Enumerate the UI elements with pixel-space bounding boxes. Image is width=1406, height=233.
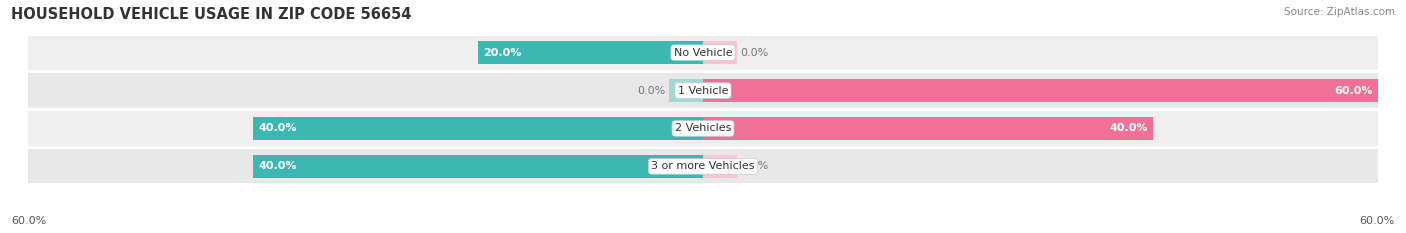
Bar — [253, 155, 703, 178]
Bar — [28, 149, 1378, 183]
Text: 0.0%: 0.0% — [637, 86, 666, 96]
Text: 0.0%: 0.0% — [740, 48, 769, 58]
Bar — [28, 73, 1378, 108]
Bar — [253, 117, 703, 140]
Bar — [28, 36, 1378, 70]
Text: 0.0%: 0.0% — [740, 161, 769, 171]
Text: 60.0%: 60.0% — [11, 216, 46, 226]
Bar — [669, 79, 703, 102]
Bar — [28, 111, 1378, 146]
Text: 60.0%: 60.0% — [1360, 216, 1395, 226]
Bar — [703, 79, 1378, 102]
Text: 40.0%: 40.0% — [259, 161, 297, 171]
Text: No Vehicle: No Vehicle — [673, 48, 733, 58]
Text: HOUSEHOLD VEHICLE USAGE IN ZIP CODE 56654: HOUSEHOLD VEHICLE USAGE IN ZIP CODE 5665… — [11, 7, 412, 22]
Text: 60.0%: 60.0% — [1334, 86, 1372, 96]
Bar — [703, 41, 737, 64]
Text: 2 Vehicles: 2 Vehicles — [675, 123, 731, 134]
Text: 1 Vehicle: 1 Vehicle — [678, 86, 728, 96]
Text: 3 or more Vehicles: 3 or more Vehicles — [651, 161, 755, 171]
Text: 40.0%: 40.0% — [259, 123, 297, 134]
Text: 40.0%: 40.0% — [1109, 123, 1147, 134]
Text: 20.0%: 20.0% — [484, 48, 522, 58]
Bar — [703, 155, 737, 178]
Text: Source: ZipAtlas.com: Source: ZipAtlas.com — [1284, 7, 1395, 17]
Bar — [703, 117, 1153, 140]
Bar — [478, 41, 703, 64]
